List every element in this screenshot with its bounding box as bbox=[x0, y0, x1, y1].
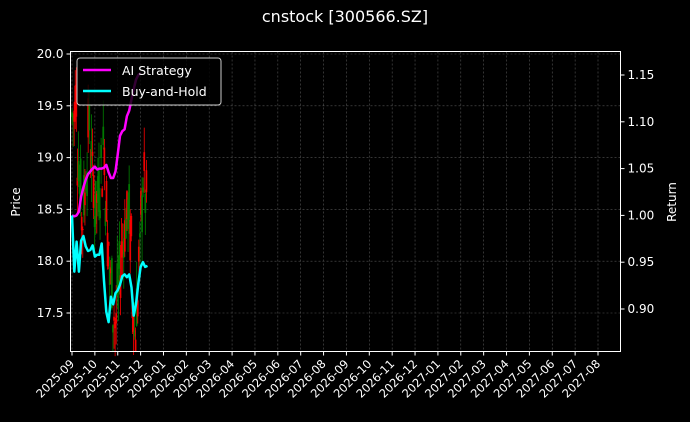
y-tick-label: 20.0 bbox=[37, 47, 64, 61]
candle-body bbox=[78, 185, 81, 194]
y-tick-label: 18.5 bbox=[37, 202, 64, 216]
candle-body bbox=[110, 258, 113, 309]
candle-body bbox=[108, 267, 111, 285]
candle-body bbox=[105, 180, 108, 222]
plot-frame bbox=[70, 51, 621, 352]
candle-body bbox=[113, 316, 115, 321]
candle-body bbox=[123, 220, 126, 252]
y2-tick-label: 1.10 bbox=[628, 115, 655, 129]
candle-body bbox=[71, 112, 73, 117]
candle-body bbox=[98, 170, 100, 212]
y-tick-label: 19.0 bbox=[37, 151, 64, 165]
candle-body bbox=[76, 177, 79, 186]
candle-body bbox=[112, 325, 114, 333]
candle-body bbox=[77, 161, 80, 182]
candle-body bbox=[145, 170, 148, 193]
candle-body bbox=[106, 232, 109, 267]
candle-body bbox=[142, 187, 145, 193]
candle-body bbox=[101, 188, 104, 197]
candle-body bbox=[79, 158, 82, 210]
candle-body bbox=[120, 241, 123, 258]
candle-body bbox=[136, 300, 139, 317]
left-axis-label: Price bbox=[9, 187, 23, 216]
candle-body bbox=[143, 152, 146, 171]
candle-body bbox=[126, 191, 128, 219]
candle-body bbox=[128, 184, 131, 222]
candle-body bbox=[139, 233, 141, 238]
left-y-axis: 17.5 18.0 18.5 19.0 19.5 20.0 bbox=[37, 47, 71, 320]
candle-body bbox=[103, 147, 106, 176]
candle-body bbox=[93, 216, 96, 228]
candle-body bbox=[73, 110, 76, 122]
legend: AI Strategy Buy-and-Hold bbox=[76, 57, 222, 106]
y-tick-label: 17.5 bbox=[37, 306, 64, 320]
candle-body bbox=[92, 174, 95, 208]
candle-body bbox=[96, 175, 99, 202]
y-tick-label: 18.0 bbox=[37, 254, 64, 268]
ai-strategy-line bbox=[71, 72, 142, 218]
x-axis: 2025-092025-102025-112025-122026-012026-… bbox=[33, 351, 603, 401]
candle-body bbox=[133, 330, 136, 337]
candle-body bbox=[88, 105, 91, 131]
candle-body bbox=[107, 241, 110, 246]
candle-body bbox=[90, 141, 93, 172]
y2-tick-label: 1.15 bbox=[628, 68, 655, 82]
right-axis-label: Return bbox=[665, 182, 679, 222]
y2-tick-label: 0.90 bbox=[628, 302, 655, 316]
candle-body bbox=[127, 199, 129, 230]
candle-body bbox=[144, 193, 147, 213]
candle-body bbox=[95, 193, 98, 203]
candle-body bbox=[104, 208, 107, 227]
y-tick-label: 19.5 bbox=[37, 99, 64, 113]
legend-label-ai-strategy: AI Strategy bbox=[122, 63, 192, 78]
right-y-axis: 0.90 0.95 1.00 1.05 1.10 1.15 bbox=[620, 68, 655, 316]
candle-body bbox=[85, 185, 87, 191]
candle-body bbox=[137, 246, 140, 262]
candle-body bbox=[102, 126, 105, 145]
y2-tick-label: 1.00 bbox=[628, 208, 655, 222]
buy-and-hold-line bbox=[70, 215, 148, 324]
candle-body bbox=[72, 115, 74, 120]
candle-body bbox=[91, 151, 94, 156]
y2-tick-label: 0.95 bbox=[628, 255, 655, 269]
y2-tick-label: 1.05 bbox=[628, 162, 655, 176]
candle-body bbox=[114, 321, 117, 329]
candle-body bbox=[109, 268, 112, 274]
candle-body bbox=[125, 218, 127, 239]
candle-body bbox=[94, 181, 97, 224]
legend-label-buy-and-hold: Buy-and-Hold bbox=[122, 84, 207, 99]
candle-body bbox=[118, 241, 121, 269]
return-lines bbox=[70, 72, 148, 324]
candle-body bbox=[134, 339, 137, 351]
candle-body bbox=[121, 250, 124, 255]
candle-body bbox=[141, 195, 143, 233]
candle-body bbox=[115, 313, 118, 324]
candle-body bbox=[84, 192, 86, 206]
candle-body bbox=[87, 98, 90, 138]
candle-body bbox=[74, 85, 77, 122]
candle-body bbox=[140, 190, 142, 215]
legend-box bbox=[76, 57, 222, 106]
candle-body bbox=[81, 228, 84, 230]
candle-body bbox=[100, 144, 103, 158]
candle-body bbox=[80, 216, 83, 231]
candle-body bbox=[116, 263, 119, 295]
candle-body bbox=[86, 173, 88, 197]
chart-title: cnstock [300566.SZ] bbox=[261, 7, 429, 26]
candle-body bbox=[122, 238, 125, 258]
candle-body bbox=[99, 210, 101, 219]
candle-body bbox=[75, 84, 78, 117]
candle-body bbox=[129, 219, 132, 261]
candle-body bbox=[132, 313, 135, 333]
candle-body bbox=[130, 215, 133, 237]
candle-body bbox=[82, 175, 85, 216]
